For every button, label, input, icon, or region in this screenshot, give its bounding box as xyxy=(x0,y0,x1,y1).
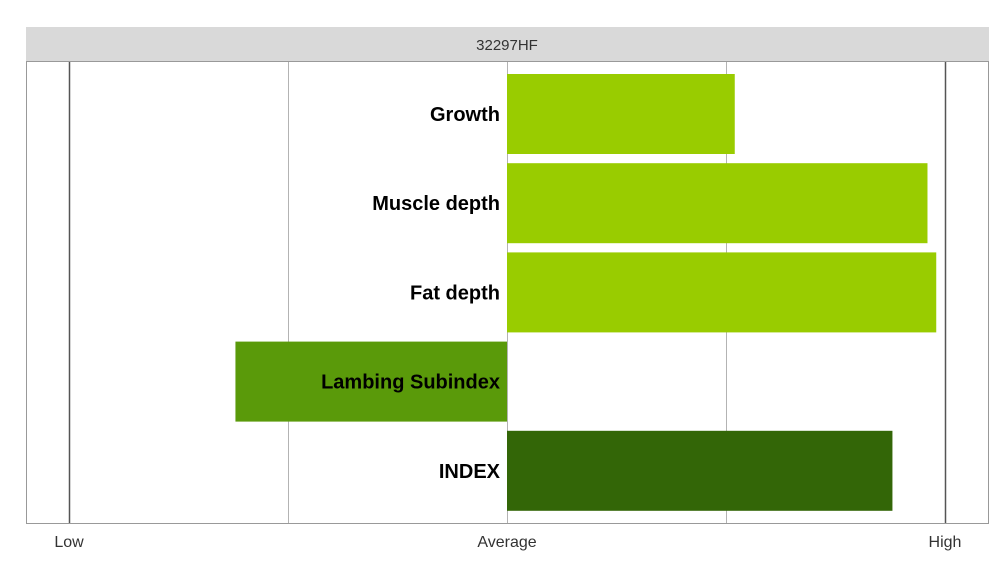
bar-fat-depth xyxy=(507,252,937,333)
bar-index xyxy=(507,430,893,511)
x-tick-label-high: High xyxy=(929,534,962,551)
title-band-background xyxy=(26,27,989,61)
bars xyxy=(235,74,937,511)
bar-growth xyxy=(507,74,735,154)
x-tick-label-average: Average xyxy=(477,534,536,551)
category-label-lambing-subindex: Lambing Subindex xyxy=(321,372,500,394)
category-label-growth: Growth xyxy=(430,104,500,126)
x-tick-label-low: Low xyxy=(54,534,84,551)
title-band: 32297HF xyxy=(26,27,989,61)
x-tick-labels: Low Average High xyxy=(54,534,961,551)
chart-title: 32297HF xyxy=(476,37,538,54)
bar-lambing-subindex xyxy=(235,341,507,422)
category-labels: Growth Muscle depth Fat depth Lambing Subin… xyxy=(321,104,501,483)
category-label-index: INDEX xyxy=(439,461,501,483)
bar-muscle-depth xyxy=(507,163,928,244)
category-label-fat-depth: Fat depth xyxy=(410,282,500,304)
category-label-muscle-depth: Muscle depth xyxy=(372,193,500,215)
